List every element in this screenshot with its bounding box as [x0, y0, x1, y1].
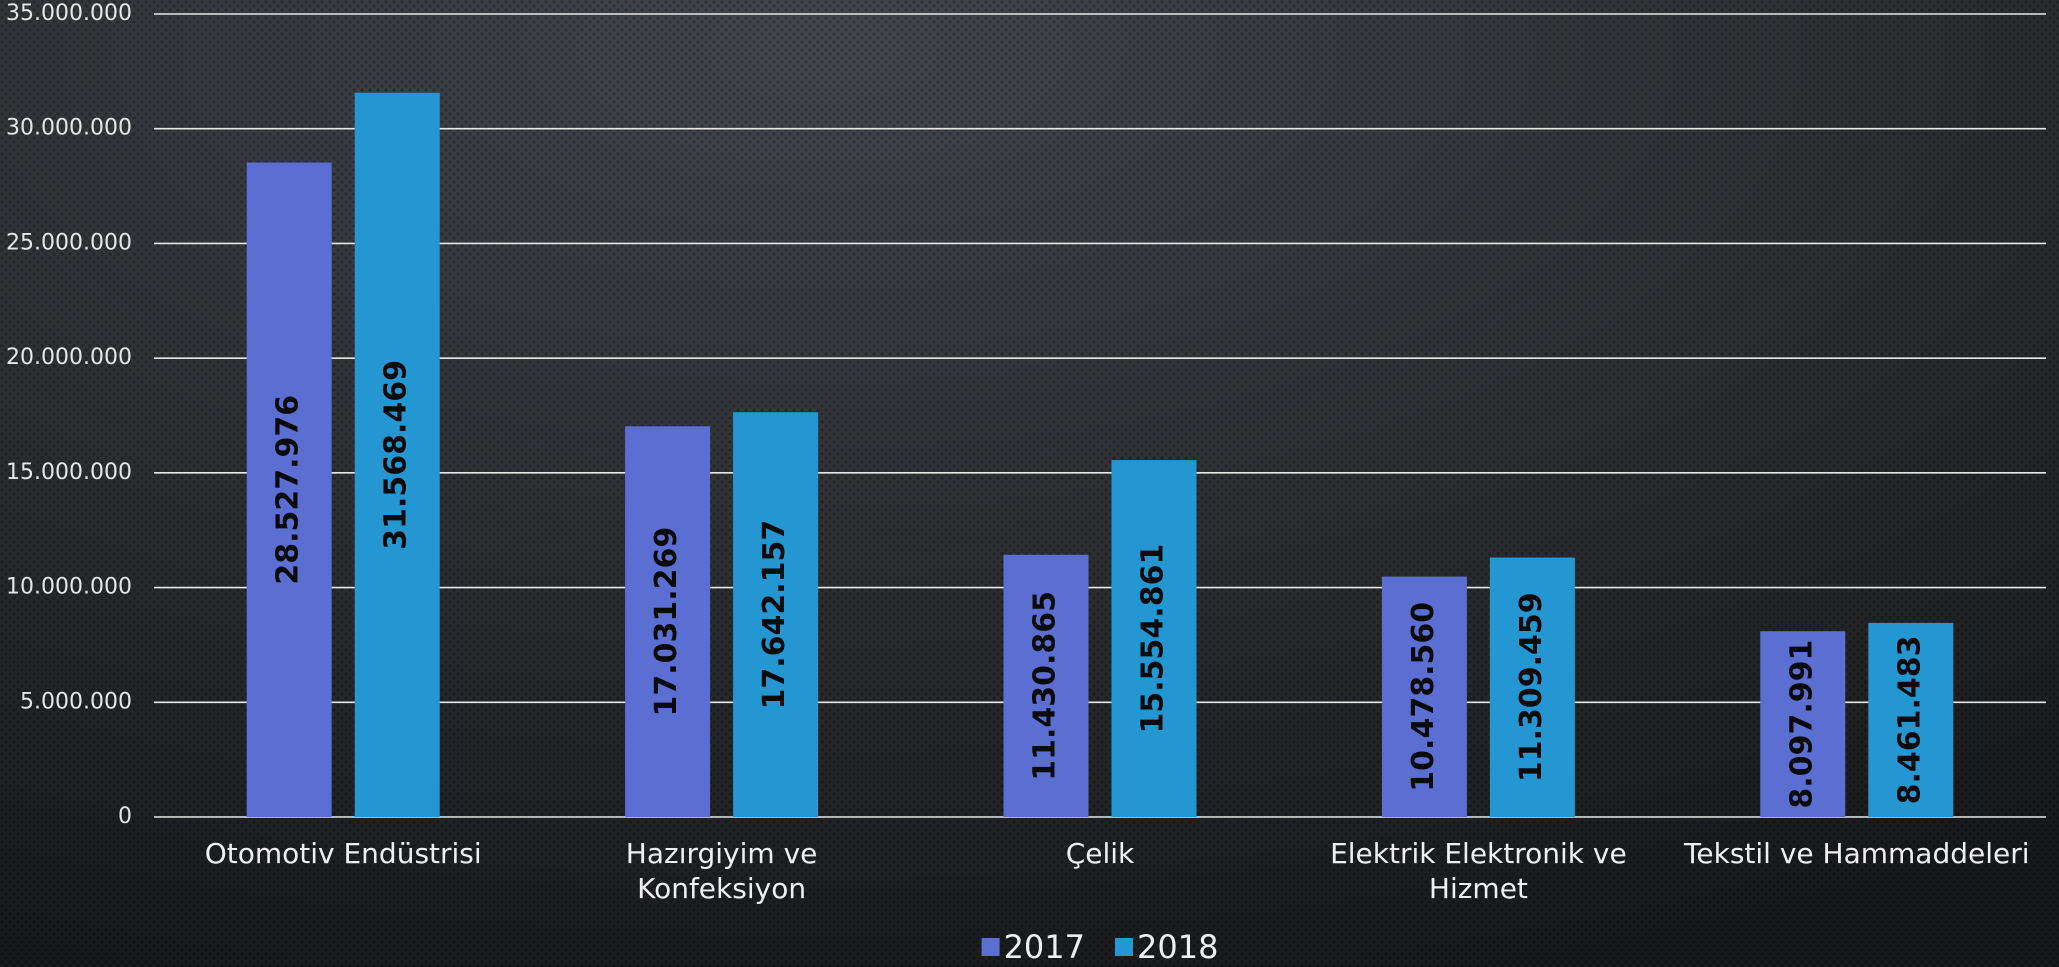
data-label: 8.097.991 — [1784, 640, 1819, 809]
y-tick-label: 5.000.000 — [20, 689, 132, 714]
y-tick-label: 0 — [118, 804, 132, 829]
x-tick-label: Otomotiv Endüstrisi — [205, 837, 482, 870]
legend-swatch — [981, 938, 1000, 956]
bar — [1381, 576, 1467, 817]
bar — [1003, 554, 1089, 817]
data-label: 28.527.976 — [271, 395, 306, 585]
y-tick-label: 15.000.000 — [6, 460, 132, 485]
x-tick-label-line: Hazırgiyim ve — [626, 837, 818, 870]
y-tick-label: 20.000.000 — [6, 345, 132, 370]
bar — [354, 92, 440, 817]
data-label: 11.430.865 — [1028, 591, 1063, 781]
x-tick-label-line: Elektrik Elektronik ve — [1330, 837, 1627, 870]
data-label: 17.031.269 — [649, 527, 684, 717]
legend: 2017 2018 — [981, 928, 1218, 966]
x-tick-label: Tekstil ve Hammaddeleri — [1683, 837, 2030, 870]
data-label: 15.554.861 — [1136, 544, 1171, 734]
data-label: 11.309.459 — [1514, 592, 1549, 782]
legend-label: 2017 — [1004, 928, 1085, 966]
legend-swatch — [1115, 938, 1133, 956]
bar — [246, 162, 332, 818]
bar — [1760, 631, 1846, 817]
x-tick-label-line: Konfeksiyon — [637, 872, 806, 905]
data-label: 10.478.560 — [1406, 602, 1441, 792]
bar — [733, 412, 819, 817]
bar — [1868, 622, 1954, 817]
y-tick-label: 25.000.000 — [6, 230, 132, 255]
data-label: 17.642.157 — [757, 520, 792, 710]
data-label: 8.461.483 — [1892, 635, 1927, 804]
x-tick-label: Hazırgiyim ve Konfeksiyon — [626, 837, 818, 905]
bar — [1111, 460, 1197, 817]
x-tick-label-line: Hizmet — [1429, 872, 1528, 905]
x-tick-label: Çelik — [1066, 837, 1135, 870]
bar — [1489, 557, 1575, 817]
y-tick-label: 35.000.000 — [6, 1, 132, 26]
x-tick-label: Elektrik Elektronik ve Hizmet — [1330, 837, 1627, 905]
data-label: 31.568.469 — [379, 360, 414, 550]
legend-label: 2018 — [1137, 928, 1218, 966]
bar — [625, 426, 711, 817]
y-tick-label: 10.000.000 — [6, 575, 132, 600]
y-tick-label: 30.000.000 — [6, 116, 132, 141]
